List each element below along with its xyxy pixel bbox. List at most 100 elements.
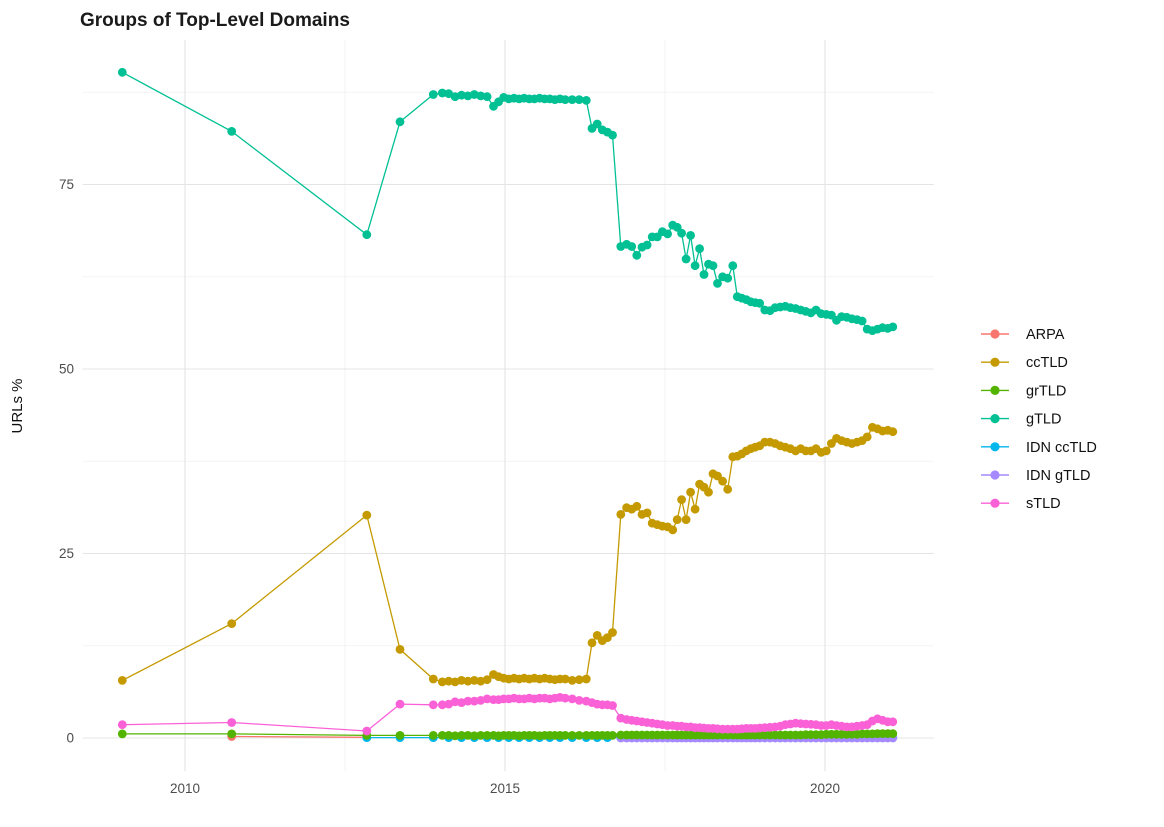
series-line (122, 426, 893, 683)
data-point (482, 675, 492, 685)
data-point (632, 501, 642, 511)
data-point (362, 726, 372, 736)
data-point (463, 696, 473, 706)
data-point (681, 254, 691, 264)
y-tick-label: 50 (59, 362, 74, 377)
y-tick-label: 0 (66, 731, 74, 746)
data-point (723, 273, 733, 283)
data-point (395, 731, 405, 740)
series-layer (117, 67, 898, 743)
data-point (686, 487, 695, 497)
data-point (632, 250, 642, 260)
data-point (560, 674, 570, 684)
legend-label: ARPA (1026, 327, 1065, 343)
data-point (227, 619, 237, 628)
legend-label: IDN ccTLD (1026, 440, 1097, 456)
data-point (708, 261, 718, 271)
legend-key-dot (990, 414, 1000, 424)
data-point (437, 731, 447, 740)
data-point (560, 95, 570, 104)
series-grTLD (117, 729, 898, 741)
data-point (444, 731, 454, 740)
legend-key-dot (990, 498, 1000, 508)
data-point (362, 230, 372, 240)
data-point (668, 525, 678, 535)
data-point (469, 731, 479, 741)
data-point (463, 676, 473, 686)
legend-item: grTLD (981, 383, 1066, 399)
data-point (574, 696, 584, 705)
data-point (395, 645, 405, 654)
data-point (857, 316, 867, 326)
data-point (713, 279, 722, 288)
data-point (574, 675, 584, 685)
series-line (231, 735, 367, 738)
data-point (672, 515, 682, 524)
x-tick-label: 2010 (170, 781, 200, 796)
data-point (567, 731, 577, 740)
data-point (723, 484, 733, 494)
data-point (476, 731, 486, 740)
y-tick-label: 25 (59, 546, 74, 561)
data-point (117, 720, 127, 730)
data-point (227, 718, 237, 727)
data-point (567, 676, 577, 685)
legend-label: grTLD (1026, 383, 1066, 399)
series-line (121, 71, 893, 332)
data-point (677, 228, 686, 238)
data-point (681, 515, 691, 524)
legend-item: ccTLD (981, 355, 1068, 371)
data-point (450, 697, 460, 707)
data-point (450, 731, 460, 741)
data-point (395, 117, 405, 127)
data-point (437, 88, 447, 98)
chart-title: Groups of Top-Level Domains (80, 10, 350, 31)
legend-label: gTLD (1026, 412, 1061, 428)
data-point (755, 298, 765, 308)
data-point (663, 229, 672, 239)
data-point (117, 67, 127, 77)
legend-item: ARPA (981, 327, 1065, 343)
data-point (428, 90, 438, 99)
legend-item: IDN gTLD (981, 468, 1090, 484)
series-sTLD (117, 693, 898, 736)
y-axis-title: URLs % (9, 378, 26, 433)
data-point (699, 270, 709, 279)
data-point (567, 694, 577, 704)
data-point (888, 729, 898, 738)
data-point (428, 731, 438, 740)
legend-key-dot (990, 470, 1000, 480)
data-point (704, 487, 713, 497)
data-point (457, 731, 466, 740)
data-point (608, 628, 617, 637)
data-point (482, 694, 492, 704)
data-point (690, 504, 700, 514)
legend-key-dot (990, 385, 1000, 395)
data-point (627, 242, 637, 251)
data-point (695, 244, 704, 254)
data-point (592, 119, 602, 129)
legend-key-dot (990, 329, 1000, 339)
data-point (608, 701, 617, 710)
series-ccTLD (117, 422, 898, 687)
data-point (227, 729, 237, 739)
data-point (457, 90, 466, 100)
data-point (690, 261, 700, 271)
data-point (888, 322, 898, 332)
legend-key-dot (990, 442, 1000, 452)
data-point (587, 638, 597, 648)
series-gTLD (117, 67, 898, 335)
data-point (560, 693, 570, 703)
data-point (608, 731, 617, 740)
data-point (574, 95, 584, 104)
data-point (581, 674, 591, 684)
legend-label: ccTLD (1026, 355, 1068, 371)
data-point (482, 731, 492, 740)
x-tick-label: 2015 (490, 781, 520, 796)
data-point (227, 126, 237, 136)
data-point (428, 700, 438, 710)
legend-item: gTLD (981, 412, 1061, 428)
data-point (821, 446, 831, 456)
